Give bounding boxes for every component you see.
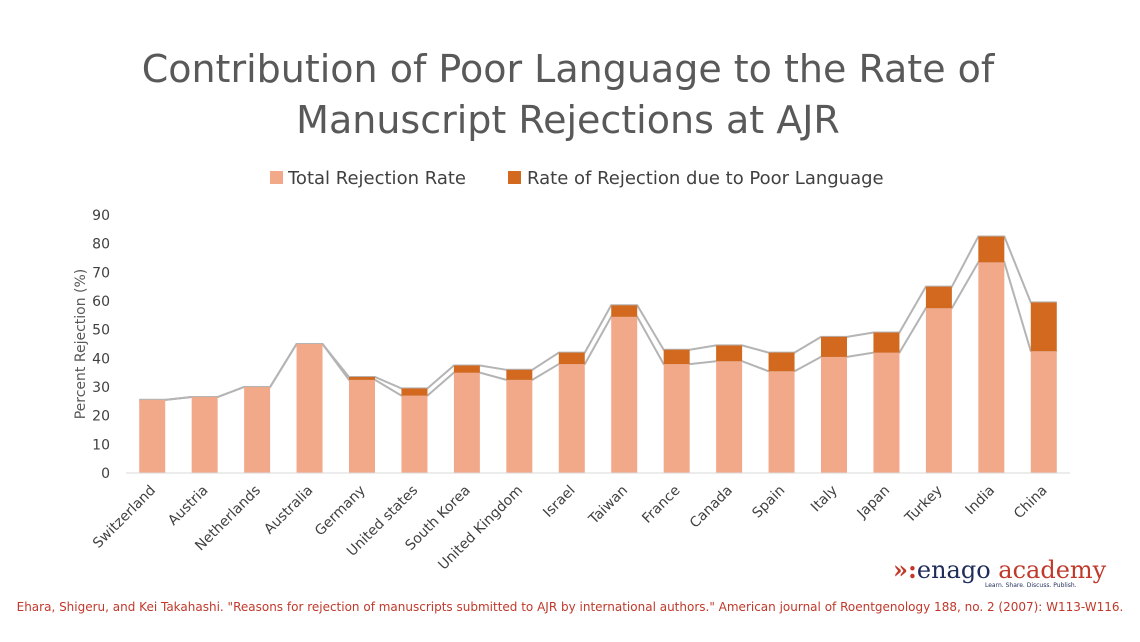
logo-mark: »: [893, 555, 917, 584]
bar-poor-language [349, 376, 375, 380]
bars [139, 236, 1057, 473]
x-tick-label: Austria [165, 483, 211, 529]
bar-poor-language [611, 305, 638, 317]
bar-total-rejection [978, 262, 1005, 473]
x-tick-label: Turkey [901, 483, 945, 527]
x-tick-label: Taiwan [585, 483, 631, 529]
y-tick-label: 50 [92, 323, 110, 339]
bar-total-rejection [191, 397, 218, 473]
bar-poor-language [821, 336, 847, 357]
y-axis-ticks: 0 10 20 30 40 50 60 70 80 90 [92, 208, 110, 482]
bar-total-rejection [139, 399, 166, 473]
bar-total-rejection [296, 344, 323, 473]
x-tick-label: Italy [808, 483, 841, 516]
connector-line-combined [139, 235, 1057, 401]
bar-poor-language [401, 388, 428, 396]
bar-poor-language [663, 349, 690, 365]
logo-tagline: Learn. Share. Discuss. Publish. [985, 582, 1077, 589]
bar-total-rejection [401, 395, 428, 473]
bar-poor-language [506, 369, 533, 380]
bar-poor-language [768, 352, 795, 372]
y-tick-label: 60 [92, 294, 110, 310]
bar-poor-language [453, 365, 480, 373]
legend: Total Rejection Rate Rate of Rejection d… [270, 168, 884, 189]
bar-total-rejection [349, 379, 375, 473]
bar-poor-language [925, 286, 952, 309]
bar-poor-language [978, 236, 1005, 263]
bar-total-rejection [821, 356, 847, 473]
bar-poor-language [873, 332, 900, 353]
y-tick-label: 20 [92, 409, 110, 425]
y-tick-label: 10 [92, 437, 110, 453]
bar-total-rejection [611, 316, 638, 473]
y-tick-label: 70 [92, 265, 110, 281]
bar-total-rejection [558, 364, 585, 473]
bar-total-rejection [663, 364, 690, 473]
bar-total-rejection [925, 308, 952, 473]
bar-connectors [139, 235, 1057, 401]
logo-name-enago: enago [917, 556, 991, 584]
y-tick-label: 40 [92, 351, 110, 367]
y-axis-title: Percent Rejection (%) [73, 269, 89, 420]
legend-label-total: Total Rejection Rate [287, 168, 466, 189]
legend-swatch-total [270, 171, 283, 184]
bar-total-rejection [453, 372, 480, 473]
legend-swatch-language [508, 171, 521, 184]
x-tick-label: Switzerland [90, 483, 159, 552]
legend-label-language: Rate of Rejection due to Poor Language [527, 168, 884, 189]
y-tick-label: 90 [92, 208, 110, 224]
x-tick-label: Canada [687, 483, 736, 532]
x-tick-label: India [963, 483, 999, 519]
bar-poor-language [716, 345, 743, 362]
citation: Ehara, Shigeru, and Kei Takahashi. "Reas… [16, 600, 1124, 614]
svg-text:»:enago academy: »:enago academy [893, 555, 1107, 584]
y-tick-label: 80 [92, 237, 110, 253]
connector-line-total [139, 261, 1057, 401]
x-tick-label: France [639, 483, 683, 527]
chart-title-line-1: Contribution of Poor Language to the Rat… [142, 47, 996, 91]
x-tick-label: Australia [261, 483, 316, 538]
x-tick-label: Japan [854, 483, 894, 523]
x-tick-label: Israel [540, 483, 578, 521]
logo-name-academy: academy [991, 556, 1107, 584]
x-tick-label: China [1011, 483, 1051, 523]
bar-total-rejection [244, 387, 271, 473]
chart-title-line-2: Manuscript Rejections at AJR [296, 98, 840, 142]
bar-poor-language [558, 352, 585, 365]
bar-total-rejection [506, 379, 533, 473]
bar-total-rejection [1030, 351, 1057, 473]
bar-total-rejection [768, 371, 795, 473]
bar-total-rejection [873, 352, 900, 473]
bar-total-rejection [716, 361, 743, 473]
bar-poor-language [1030, 302, 1057, 352]
y-tick-label: 30 [92, 380, 110, 396]
y-tick-label: 0 [101, 466, 110, 482]
enago-logo: »:enago academy Learn. Share. Discuss. P… [893, 555, 1107, 589]
chart: Contribution of Poor Language to the Rat… [73, 47, 1107, 589]
x-tick-label: Spain [749, 483, 788, 522]
